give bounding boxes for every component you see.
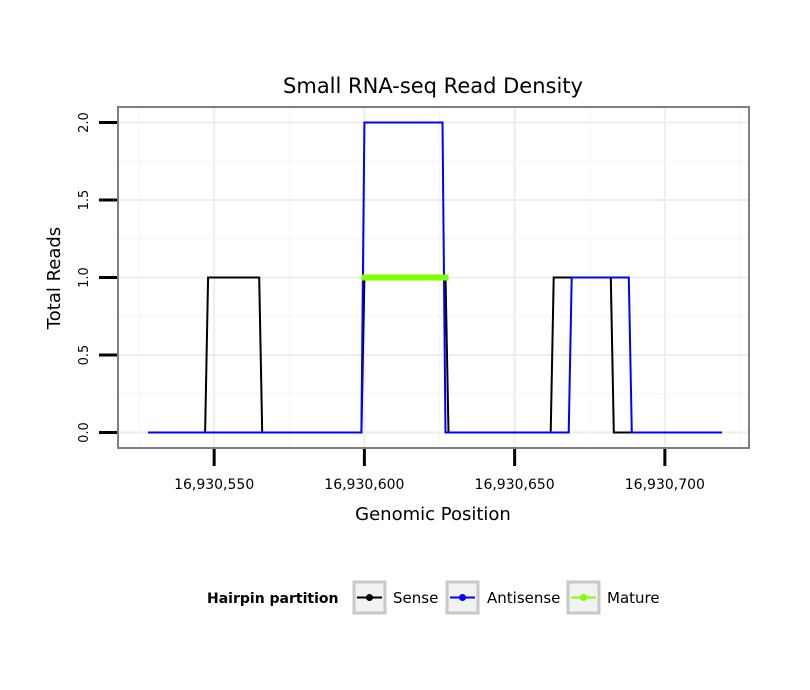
x-tick-label: 16,930,650 bbox=[475, 477, 555, 493]
y-tick-label: 0.0 bbox=[77, 422, 92, 443]
legend-label-sense: Sense bbox=[393, 589, 438, 607]
y-tick-label: 1.0 bbox=[77, 267, 92, 288]
chart-title: Small RNA-seq Read Density bbox=[283, 74, 583, 98]
y-tick-label: 1.5 bbox=[77, 190, 92, 211]
y-tick-label: 0.5 bbox=[77, 345, 92, 366]
legend-title: Hairpin partition bbox=[207, 591, 338, 607]
legend-key-point bbox=[366, 594, 373, 601]
plot-border bbox=[117, 106, 750, 449]
x-tick-label: 16,930,600 bbox=[324, 477, 404, 493]
series-layer bbox=[148, 121, 722, 434]
x-axis-label: Genomic Position bbox=[355, 504, 511, 525]
x-tick-label: 16,930,700 bbox=[625, 477, 705, 493]
x-axis: 16,930,550 16,930,600 16,930,650 16,930,700 bbox=[174, 449, 705, 493]
legend-label-mature: Mature bbox=[607, 589, 660, 607]
legend-label-antisense: Antisense bbox=[487, 589, 560, 607]
legend-key-point bbox=[459, 594, 466, 601]
x-tick-label: 16,930,550 bbox=[174, 477, 254, 493]
y-axis-label: Total Reads bbox=[44, 227, 65, 330]
legend: Hairpin partition Sense Antisense Mature bbox=[207, 580, 660, 615]
legend-key-point bbox=[580, 594, 587, 601]
y-tick-label: 2.0 bbox=[77, 112, 92, 133]
y-axis: 0.0 0.5 1.0 1.5 2.0 bbox=[77, 112, 117, 443]
